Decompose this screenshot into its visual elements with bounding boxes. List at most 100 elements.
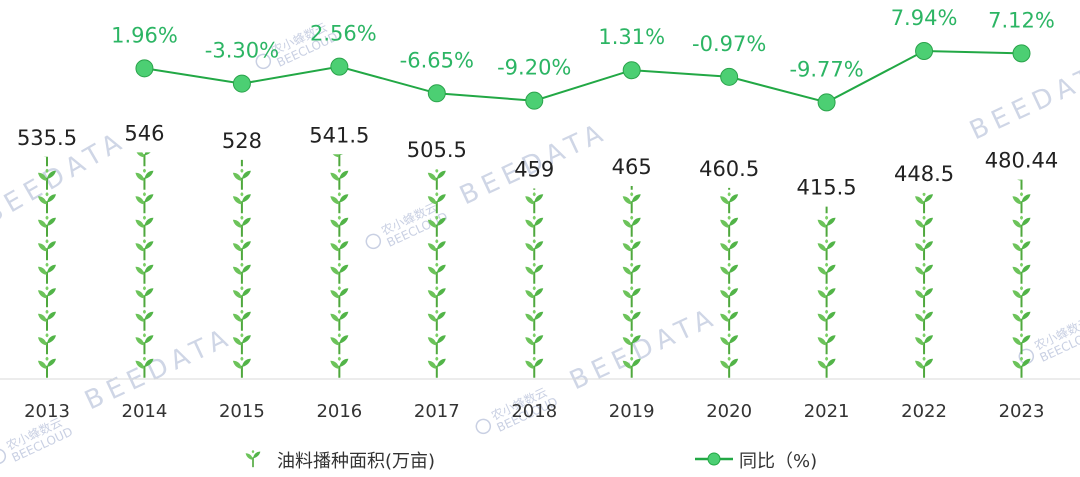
sprout-icon [524,262,545,285]
sprout-icon [1011,309,1032,332]
line-point-2017[interactable] [427,84,446,103]
sprout-icon [426,262,447,285]
sprout-icon [134,333,155,356]
bar-value-label: 465 [612,155,652,179]
sprout-icon [231,286,252,309]
sprout-icon [37,356,57,379]
bar-2017 [426,169,447,379]
x-tick-label: 2014 [122,401,168,422]
x-axis-ticks: 2013 2014 2015 2016 2017 2018 2019 2020 2021 2022… [24,401,1044,422]
sprout-icon [1011,356,1032,379]
sprout-icon [329,154,350,168]
sprout-icon [231,356,252,379]
sprout-icon [719,356,740,379]
bar-value-labels: 535.5 546 528 541.5 505.5 459 465 460.5 415.5 448… [17,121,1058,199]
sprout-icon [719,286,740,309]
sprout-icon [231,215,252,238]
sprout-icon [816,262,837,285]
sprout-icon [329,262,350,285]
sprout-icon [816,309,837,332]
legend-line-label: 同比（%) [739,451,817,472]
sprout-icon [914,309,935,332]
sprout-icon [914,356,935,379]
line-point-2020[interactable] [720,67,739,86]
sprout-icon [816,239,837,262]
sprout-icon [524,239,545,262]
sprout-icon [719,215,740,238]
line-path [144,49,1022,104]
legend-bar-label: 油料播种面积(万亩) [277,451,435,472]
bar-value-label: 535.5 [17,126,77,150]
line-point-2019[interactable] [622,61,641,80]
sprout-icon [134,215,155,238]
bee-logo-icon [255,53,272,70]
line-point-2015[interactable] [232,74,251,93]
bar-value-label: 459 [514,158,554,182]
sprout-icon [1011,239,1032,262]
bar-2014 [134,152,155,379]
line-value-label: 7.12% [988,8,1055,32]
sprout-icon [621,192,642,215]
sprout-icon [37,215,57,238]
sprout-icon [719,192,740,215]
sprout-icon [914,239,935,262]
line-point-2022[interactable] [915,41,934,60]
sprout-icon [621,215,642,238]
sprout-icon [134,192,155,215]
line-point-2021[interactable] [817,93,836,112]
x-tick-label: 2019 [609,401,655,422]
sprout-icon [914,192,935,215]
watermark-text: BEEDATA [965,52,1080,147]
sprout-icon [719,309,740,332]
line-value-label: 7.94% [891,6,958,30]
sprout-icon [426,309,447,332]
bee-logo-icon [365,233,382,250]
line-series: 1.96% -3.30% 2.56% -6.65% -9.20% 1.31% -0.97%-… [111,6,1055,112]
sprout-icon [37,286,57,309]
sprout-icon [329,215,350,238]
sprout-icon [719,239,740,262]
sprout-icon [719,333,740,356]
sprout-icon [524,286,545,309]
sprout-icon [134,309,155,332]
sprout-icon [816,286,837,309]
x-tick-label: 2020 [706,401,752,422]
bar-value-label: 546 [124,121,164,145]
sprout-icon [914,333,935,356]
sprout-icon [816,333,837,356]
watermark-text: BEEDATA [565,302,722,397]
sprout-icon [914,286,935,309]
sprout-icon [329,333,350,356]
line-point-2014[interactable] [135,59,154,78]
sprout-icon [329,286,350,309]
sprout-icon [37,239,57,262]
sprout-icon [1011,192,1032,215]
line-point-2023[interactable] [1012,44,1031,63]
legend[interactable]: 油料播种面积(万亩) 同比（%) [244,450,818,472]
bar-value-label: 448.5 [894,162,954,186]
sprout-icon [524,192,545,215]
sprout-icon [621,239,642,262]
bar-2023 [1011,179,1032,379]
bar-value-label: 415.5 [797,176,857,200]
sprout-icon [621,309,642,332]
x-tick-label: 2018 [511,401,557,422]
sprout-icon [231,168,252,191]
x-tick-label: 2017 [414,401,460,422]
sprout-icon [134,286,155,309]
sprout-icon [426,333,447,356]
sprout-icon [524,309,545,332]
sprout-icon [524,215,545,238]
sprout-icon [621,262,642,285]
sprout-icon [231,239,252,262]
x-tick-label: 2021 [804,401,850,422]
sprout-icon [37,309,57,332]
line-value-label: -6.65% [400,48,474,72]
sprout-icon [719,262,740,285]
legend-line-marker [707,452,721,466]
line-point-2018[interactable] [525,91,544,110]
bar-2022 [914,192,935,379]
line-point-2016[interactable] [330,57,349,76]
bar-2015 [231,159,252,379]
